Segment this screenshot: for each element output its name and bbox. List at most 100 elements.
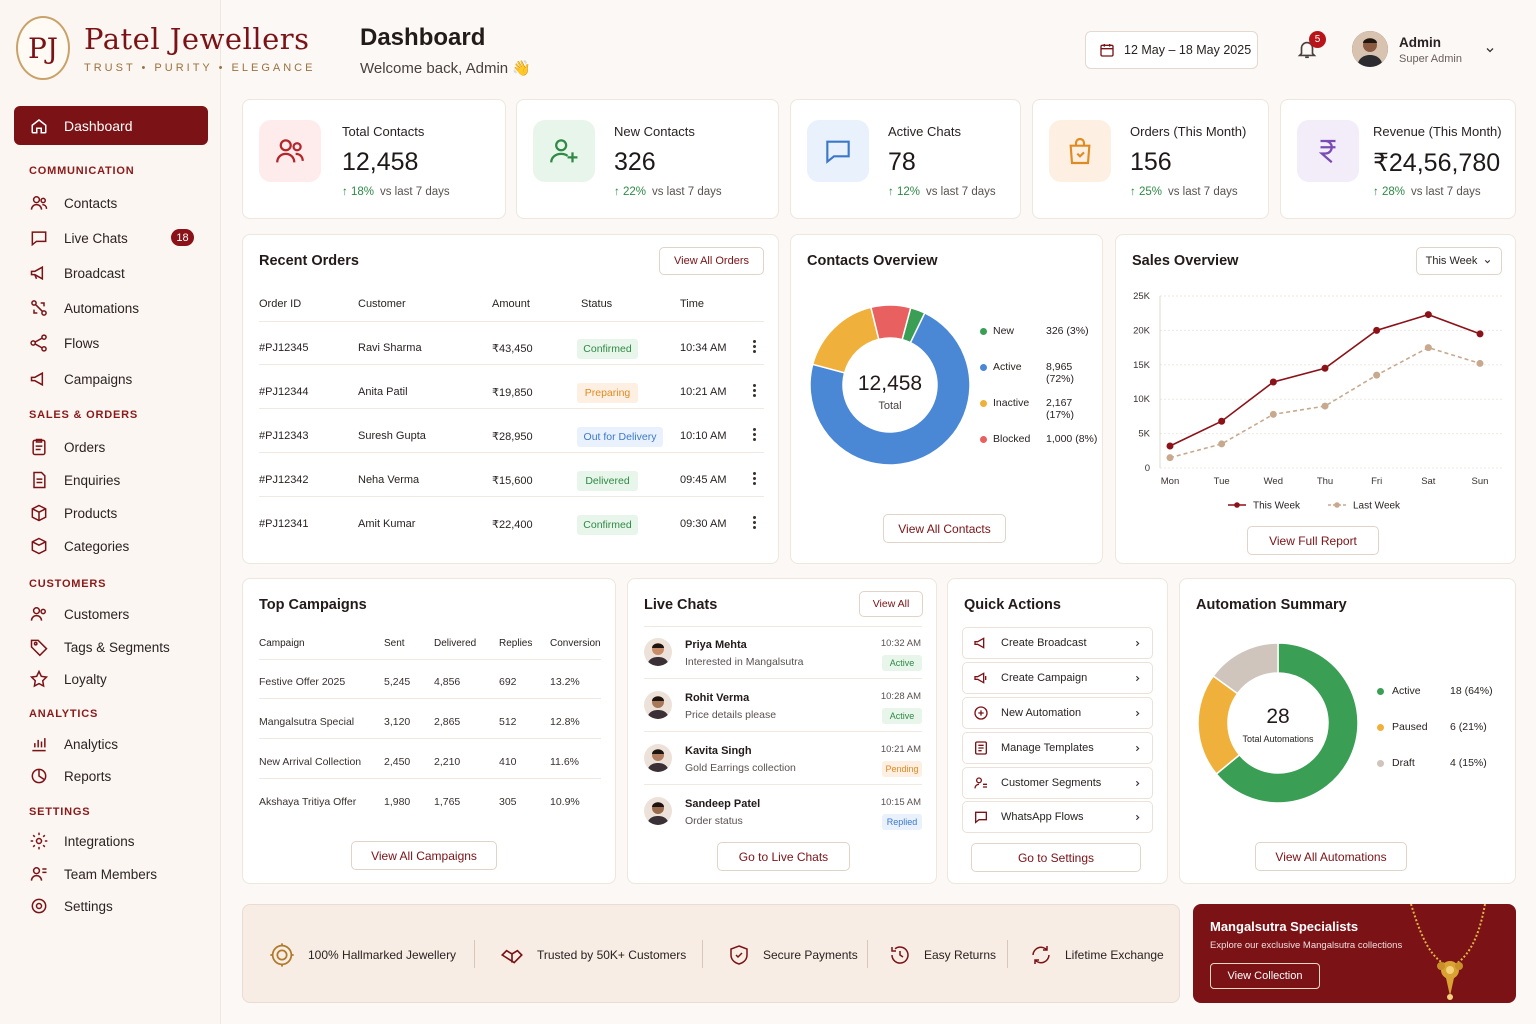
stat-delta: ↑ 12% vs last 7 days (888, 186, 996, 198)
chat-icon (807, 120, 869, 182)
legend-dot (1377, 724, 1384, 731)
users-icon (30, 196, 48, 210)
feature-secure-payments: Secure Payments (727, 905, 858, 1004)
sidebar-item-campaigns[interactable]: Campaigns (29, 368, 132, 390)
view-all-campaigns-button[interactable]: View All Campaigns (351, 841, 497, 870)
stat-card-new-contacts[interactable]: New Contacts 326 ↑ 22% vs last 7 days (516, 99, 779, 219)
sidebar-item-enquiries[interactable]: Enquiries (29, 469, 120, 491)
column-header: Time (680, 298, 705, 310)
return-icon (891, 945, 909, 964)
promo-subtitle: Explore our exclusive Mangalsutra collec… (1210, 940, 1403, 951)
stat-value: 78 (888, 148, 916, 176)
view-collection-button[interactable]: View Collection (1210, 963, 1320, 989)
data-point (1269, 378, 1277, 386)
legend-label: Active (1392, 685, 1421, 697)
stat-card-total-contacts[interactable]: Total Contacts 12,458 ↑ 18% vs last 7 day… (242, 99, 506, 219)
more-options-icon[interactable] (753, 428, 756, 443)
stat-card-active-chats[interactable]: Active Chats 78 ↑ 12% vs last 7 days (790, 99, 1021, 219)
chat-time: 10:15 AM (880, 797, 921, 808)
section-communication: COMMUNICATION (29, 165, 135, 177)
sidebar-item-broadcast[interactable]: Broadcast (29, 262, 125, 284)
new-automation-action[interactable]: New Automation (962, 697, 1153, 729)
go-to-settings-button[interactable]: Go to Settings (971, 843, 1141, 872)
more-options-icon[interactable] (753, 340, 756, 355)
column-header: Order ID (259, 298, 302, 310)
box-icon (31, 504, 47, 522)
quick-actions-card: Quick Actions Create Broadcast Create Ca… (947, 578, 1168, 884)
go-to-live-chats-button[interactable]: Go to Live Chats (717, 842, 850, 871)
sidebar-item-categories[interactable]: Categories (29, 535, 129, 557)
sidebar-item-analytics[interactable]: Analytics (29, 733, 118, 755)
user-avatar[interactable] (1352, 31, 1388, 67)
chat-contact-name[interactable]: Sandeep Patel (685, 798, 761, 810)
view-all-contacts-button[interactable]: View All Contacts (883, 514, 1006, 543)
view-all-automations-button[interactable]: View All Automations (1255, 842, 1407, 871)
promo-title: Mangalsutra Specialists (1210, 919, 1359, 934)
trust-features-bar: 100% Hallmarked Jewellery Trusted by 50K… (242, 904, 1180, 1003)
sidebar-item-products[interactable]: Products (29, 502, 117, 524)
report-icon (31, 768, 47, 784)
x-tick-label: Sat (1421, 476, 1436, 487)
create-campaign-action[interactable]: Create Campaign (962, 662, 1153, 694)
more-options-icon[interactable] (753, 516, 756, 531)
view-all-orders-button[interactable]: View All Orders (659, 247, 764, 275)
chevron-down-icon[interactable] (1484, 44, 1496, 56)
view-full-report-button[interactable]: View Full Report (1247, 526, 1379, 555)
chat-preview: Price details please (685, 709, 777, 721)
table-cell: ₹22,400 (492, 519, 533, 531)
sidebar-item-settings[interactable]: Settings (29, 895, 113, 917)
sidebar-item-flows[interactable]: Flows (29, 332, 99, 354)
top-campaigns-card: Top Campaigns Campaign Sent Delivered Repli… (242, 578, 616, 884)
campaign-icon (974, 672, 987, 684)
chat-contact-name[interactable]: Priya Mehta (685, 639, 747, 651)
sidebar-item-live-chats[interactable]: Live Chats (29, 227, 128, 249)
sidebar-item-team-members[interactable]: Team Members (29, 863, 157, 885)
rupee-icon (1297, 120, 1359, 182)
contacts-donut-chart: 12,458 Total (809, 304, 971, 466)
sidebar-item-automations[interactable]: Automations (29, 297, 139, 319)
avatar (644, 691, 672, 719)
date-range-picker[interactable]: 12 May – 18 May 2025 (1085, 31, 1258, 69)
stat-label: New Contacts (614, 124, 695, 139)
brand-logo[interactable]: PJ Patel Jewellers TRUST • PURITY • ELEG… (16, 16, 315, 80)
whatsapp-flows-action[interactable]: WhatsApp Flows (962, 801, 1153, 833)
table-cell: New Arrival Collection (259, 756, 362, 768)
add-user-icon (533, 120, 595, 182)
live-chats-title: Live Chats (644, 597, 718, 613)
sidebar-item-contacts[interactable]: Contacts (29, 192, 117, 214)
stat-card-orders[interactable]: Orders (This Month) 156 ↑ 25% vs last 7 d… (1032, 99, 1269, 219)
sidebar-item-loyalty[interactable]: Loyalty (29, 668, 107, 690)
user-name[interactable]: Admin (1399, 35, 1441, 50)
status-badge: Pending (882, 761, 922, 777)
sidebar-item-orders[interactable]: Orders (29, 436, 105, 458)
quick-actions-title: Quick Actions (964, 597, 1061, 613)
sidebar-item-dashboard[interactable]: Dashboard (14, 106, 208, 145)
period-select[interactable]: This Week (1416, 247, 1502, 275)
more-options-icon[interactable] (753, 384, 756, 399)
chat-contact-name[interactable]: Rohit Verma (685, 692, 750, 704)
chevron-right-icon (1135, 640, 1140, 647)
chat-contact-name[interactable]: Kavita Singh (685, 745, 752, 757)
legend-marker (1234, 502, 1240, 508)
sidebar-item-tags-segments[interactable]: Tags & Segments (29, 636, 170, 658)
status-badge: Preparing (577, 383, 638, 403)
table-cell: ₹28,950 (492, 431, 533, 443)
stat-label: Revenue (This Month) (1373, 124, 1502, 139)
chevron-right-icon (1135, 745, 1140, 752)
cube-icon (31, 537, 47, 555)
customer-segments-action[interactable]: Customer Segments (962, 767, 1153, 799)
view-all-chats-button[interactable]: View All (859, 591, 923, 617)
sidebar-item-customers[interactable]: Customers (29, 603, 129, 625)
recent-orders-title: Recent Orders (259, 253, 359, 269)
legend-value: 18 (64%) (1450, 685, 1493, 697)
page-title: Dashboard (360, 24, 486, 51)
sidebar-item-reports[interactable]: Reports (29, 765, 111, 787)
manage-templates-action[interactable]: Manage Templates (962, 732, 1153, 764)
table-cell: ₹19,850 (492, 387, 533, 399)
section-customers: CUSTOMERS (29, 578, 107, 590)
stat-card-revenue[interactable]: Revenue (This Month) ₹24,56,780 ↑ 28% vs … (1280, 99, 1516, 219)
create-broadcast-action[interactable]: Create Broadcast (962, 627, 1153, 659)
donut-center-label: Total (878, 400, 901, 412)
sidebar-item-integrations[interactable]: Integrations (29, 830, 135, 852)
more-options-icon[interactable] (753, 472, 756, 487)
